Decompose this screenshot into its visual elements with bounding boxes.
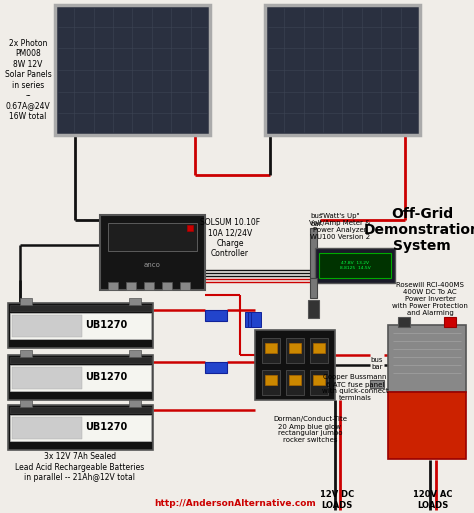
Text: Off-Grid
Demonstration
System: Off-Grid Demonstration System xyxy=(364,207,474,253)
Bar xyxy=(388,325,466,392)
Text: UB1270: UB1270 xyxy=(85,422,128,432)
Bar xyxy=(205,362,227,373)
Bar xyxy=(313,343,325,353)
Bar xyxy=(308,300,319,318)
Bar xyxy=(10,407,151,413)
Bar xyxy=(12,417,82,439)
Bar xyxy=(262,338,280,363)
Bar xyxy=(180,282,190,290)
Bar xyxy=(265,375,277,385)
Bar xyxy=(129,298,141,305)
Bar xyxy=(10,305,151,311)
Text: 47.8V  13.2V
8.8125  14.5V: 47.8V 13.2V 8.8125 14.5V xyxy=(340,261,370,270)
Bar xyxy=(10,357,151,363)
Text: bus
bar: bus bar xyxy=(371,357,383,370)
Bar xyxy=(129,400,141,407)
Bar xyxy=(126,282,136,290)
Bar xyxy=(144,282,154,290)
Bar xyxy=(10,313,151,339)
Bar xyxy=(8,405,153,450)
Bar xyxy=(10,415,151,441)
Text: SOLSUM 10.10F
10A 12/24V
Charge
Controller: SOLSUM 10.10F 10A 12/24V Charge Controll… xyxy=(200,218,260,258)
Bar xyxy=(12,315,82,337)
Bar xyxy=(286,338,304,363)
Bar xyxy=(370,380,384,388)
Bar xyxy=(12,367,82,389)
Bar xyxy=(248,312,258,327)
Bar xyxy=(289,343,301,353)
Bar xyxy=(108,282,118,290)
Bar xyxy=(265,343,277,353)
Text: Rosewill RCI-400MS
400W DC To AC
Power Inverter
with Power Protection
and Alarmi: Rosewill RCI-400MS 400W DC To AC Power I… xyxy=(392,282,468,316)
Bar xyxy=(162,282,172,290)
Bar xyxy=(255,330,335,400)
Text: 3x 12V 7Ah Sealed
Lead Acid Rechargeable Batteries
in parallel -- 21Ah@12V total: 3x 12V 7Ah Sealed Lead Acid Rechargeable… xyxy=(15,452,145,482)
Bar xyxy=(315,248,395,283)
Bar xyxy=(310,370,328,395)
Bar xyxy=(388,392,466,459)
Bar xyxy=(100,215,205,290)
Bar xyxy=(108,223,197,251)
Bar xyxy=(310,228,317,278)
Bar xyxy=(262,370,280,395)
Bar xyxy=(286,370,304,395)
Bar xyxy=(129,350,141,357)
Bar xyxy=(20,400,32,407)
Bar xyxy=(313,375,325,385)
Bar xyxy=(289,375,301,385)
Bar xyxy=(319,253,391,278)
Bar xyxy=(20,298,32,305)
Bar xyxy=(310,278,317,298)
Text: "Watt's Up"
Volt/Amp Meter &
Power Analyzer
WU100 Version 2: "Watt's Up" Volt/Amp Meter & Power Analy… xyxy=(309,213,371,240)
Text: anco: anco xyxy=(144,262,160,268)
Text: 120V AC
LOADS: 120V AC LOADS xyxy=(413,490,453,510)
Text: http://AndersonAlternative.com: http://AndersonAlternative.com xyxy=(154,499,316,507)
Bar xyxy=(187,225,193,231)
Bar xyxy=(265,5,420,135)
Text: 12V DC
LOADS: 12V DC LOADS xyxy=(320,490,354,510)
Bar xyxy=(8,303,153,348)
Bar xyxy=(444,317,456,327)
Text: UB1270: UB1270 xyxy=(85,372,128,382)
Bar xyxy=(55,5,210,135)
Bar xyxy=(310,338,328,363)
Bar xyxy=(398,317,410,327)
Text: bus
bar: bus bar xyxy=(310,213,322,227)
Text: 2x Photon
PM008
8W 12V
Solar Panels
in series
--
0.67A@24V
16W total: 2x Photon PM008 8W 12V Solar Panels in s… xyxy=(5,39,51,121)
Text: Dorman/Conduct-Tite
20 Amp blue glow
rectangular jumbo
rocker switches: Dorman/Conduct-Tite 20 Amp blue glow rec… xyxy=(273,417,347,444)
Bar xyxy=(251,312,261,327)
Bar xyxy=(10,365,151,391)
Text: Cooper Bussmann
6 ATC fuse panel
with quick-connect
terminals: Cooper Bussmann 6 ATC fuse panel with qu… xyxy=(322,374,388,402)
Text: UB1270: UB1270 xyxy=(85,320,128,330)
Bar xyxy=(245,312,255,327)
Bar xyxy=(8,355,153,400)
Bar xyxy=(205,310,227,321)
Bar xyxy=(20,350,32,357)
